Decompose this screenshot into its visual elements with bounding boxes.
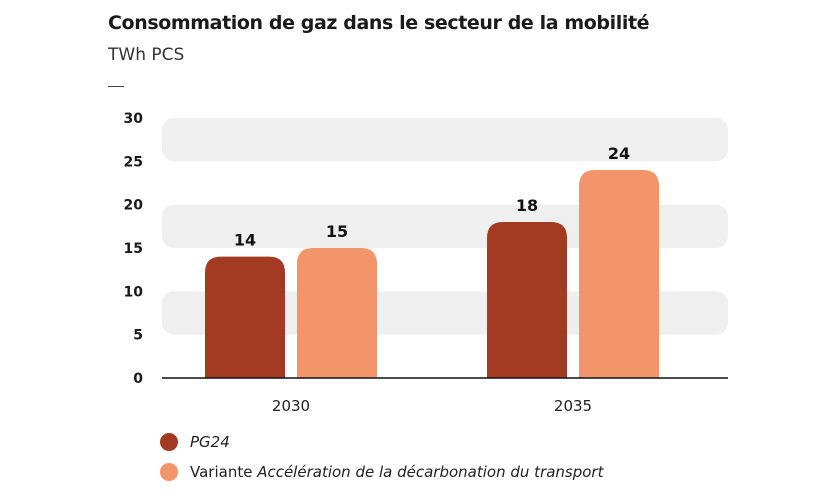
legend: PG24 Variante Accélération de la décarbo…: [160, 430, 603, 490]
y-tick-label: 30: [124, 111, 144, 127]
legend-item-variante: Variante Accélération de la décarbonatio…: [160, 460, 603, 484]
data-label: 24: [608, 144, 630, 163]
chart-title: Consommation de gaz dans le secteur de l…: [108, 12, 650, 34]
legend-label-variante-italic: Accélération de la décarbonation du tran…: [257, 463, 604, 481]
y-tick-label: 0: [133, 371, 143, 387]
y-tick-label: 15: [124, 241, 143, 257]
y-tick-label: 10: [124, 284, 144, 300]
legend-label-pg24: PG24: [190, 433, 230, 451]
legend-swatch-variante: [160, 463, 178, 481]
grid-band-2: [162, 118, 728, 162]
bar-pg24-2030: [205, 256, 285, 378]
data-label: 15: [326, 222, 348, 241]
legend-item-pg24: PG24: [160, 430, 603, 454]
title-divider: [108, 86, 124, 87]
chart-subtitle: TWh PCS: [108, 45, 185, 65]
y-tick-label: 5: [133, 328, 143, 344]
legend-label-variante-prefix: Variante: [190, 463, 258, 481]
y-tick-label: 20: [124, 198, 144, 214]
legend-swatch-pg24: [160, 433, 178, 451]
x-tick-label: 2035: [554, 397, 592, 415]
data-label: 14: [234, 231, 256, 250]
bar-variante-2030: [297, 248, 377, 378]
bar-pg24-2035: [487, 222, 567, 378]
x-tick-label: 2030: [272, 397, 310, 415]
data-label: 18: [516, 196, 538, 215]
y-tick-label: 25: [124, 154, 143, 170]
bar-chart: 0 5 10 15 20 25 30 14 18 15 24 2030 2035: [124, 111, 728, 415]
bar-variante-2035: [579, 170, 659, 378]
